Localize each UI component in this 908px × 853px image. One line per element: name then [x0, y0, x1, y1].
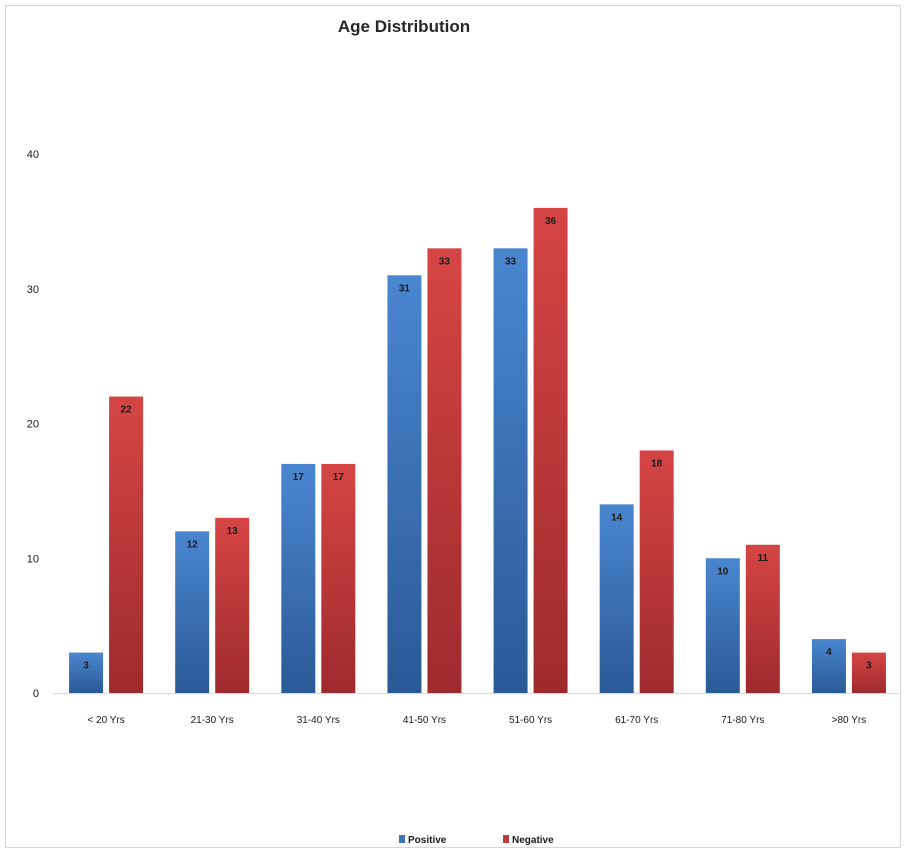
data-label: 18 — [651, 458, 663, 469]
legend-label-positive: Positive — [408, 835, 447, 846]
bar-positive-7 — [811, 639, 846, 693]
legend-label-negative: Negative — [512, 835, 554, 846]
legend: Positive Negative — [399, 835, 554, 846]
bar-positive-3 — [387, 275, 422, 693]
x-category-label: 51-60 Yrs — [509, 715, 552, 726]
data-label: 3 — [83, 661, 89, 672]
data-label: 33 — [505, 256, 517, 267]
legend-swatch-negative — [503, 835, 509, 843]
data-label: 17 — [333, 472, 345, 483]
x-category-label: < 20 Yrs — [87, 715, 124, 726]
data-label: 17 — [293, 472, 305, 483]
bar-positive-2 — [281, 463, 316, 693]
legend-swatch-positive — [399, 835, 405, 843]
y-tick-label: 20 — [27, 419, 39, 431]
bar-negative-3 — [427, 248, 462, 693]
bar-negative-6 — [745, 544, 780, 693]
bar-negative-7 — [851, 652, 886, 693]
chart-frame: Age Distribution 0 10 20 30 40 3 22 12 13 17 17 31… — [5, 5, 902, 848]
y-tick-label: 10 — [27, 553, 39, 565]
bar-positive-5 — [599, 504, 634, 693]
bar-negative-1 — [215, 517, 250, 693]
data-label: 13 — [227, 526, 239, 537]
data-label: 33 — [439, 256, 451, 267]
x-category-label: 71-80 Yrs — [721, 715, 764, 726]
y-tick-label: 40 — [27, 149, 39, 161]
bar-negative-2 — [321, 463, 356, 693]
data-labels-group: 3 22 12 13 17 17 31 33 33 36 14 18 10 11 4 3 — [83, 216, 872, 672]
y-axis: 0 10 20 30 40 — [27, 149, 902, 700]
x-category-label: 21-30 Yrs — [191, 715, 234, 726]
data-label: 31 — [399, 283, 411, 294]
bar-negative-4 — [533, 207, 568, 693]
x-category-label: >80 Yrs — [832, 715, 867, 726]
bar-negative-5 — [639, 450, 674, 693]
data-label: 10 — [717, 566, 729, 577]
data-label: 14 — [611, 512, 623, 523]
bar-positive-4 — [493, 248, 528, 693]
data-label: 36 — [545, 216, 557, 227]
bar-negative-0 — [109, 396, 144, 693]
x-axis: < 20 Yrs 21-30 Yrs 31-40 Yrs 41-50 Yrs 51-60… — [87, 715, 866, 726]
x-category-label: 41-50 Yrs — [403, 715, 446, 726]
chart-title: Age Distribution — [338, 17, 470, 36]
bars-group — [69, 207, 886, 693]
bar-positive-0 — [69, 652, 104, 693]
data-label: 12 — [187, 539, 199, 550]
x-category-label: 31-40 Yrs — [297, 715, 340, 726]
x-category-label: 61-70 Yrs — [615, 715, 658, 726]
data-label: 22 — [121, 405, 133, 416]
data-label: 4 — [826, 647, 832, 658]
y-tick-label: 0 — [33, 688, 39, 700]
bar-positive-6 — [705, 558, 740, 693]
y-tick-label: 30 — [27, 284, 39, 296]
bar-positive-1 — [175, 531, 210, 693]
data-label: 11 — [758, 553, 769, 564]
data-label: 3 — [866, 661, 872, 672]
